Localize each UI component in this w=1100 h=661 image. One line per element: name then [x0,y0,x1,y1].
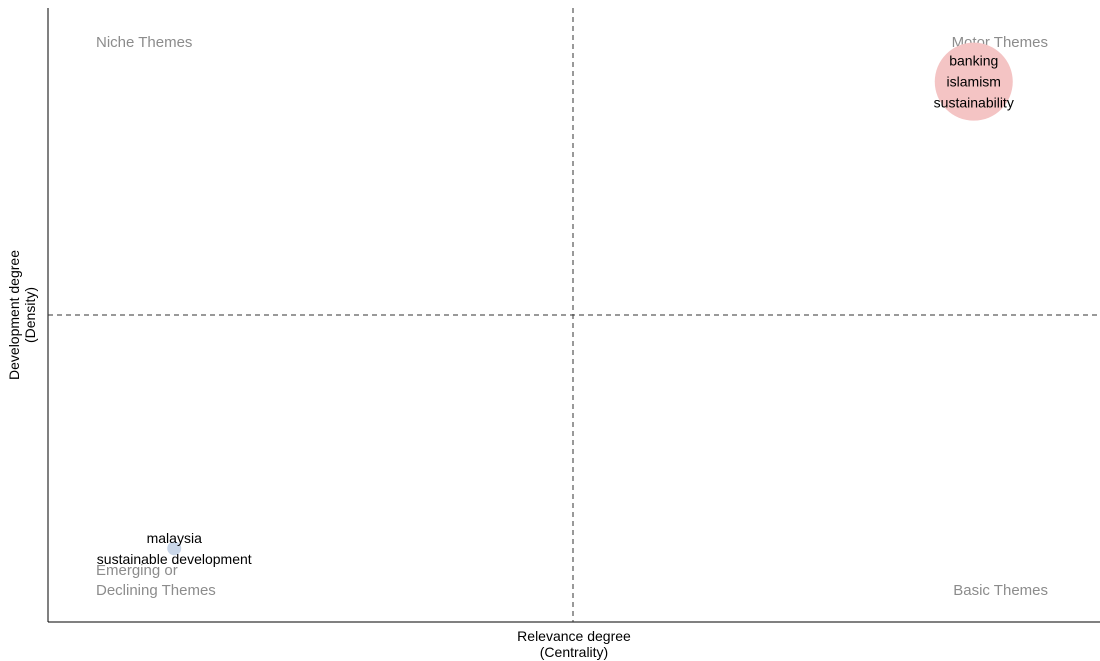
clusters-layer: banking islamism sustainability malaysia sus… [97,42,1014,567]
cluster-bubble-1 [167,541,182,556]
y-axis-title: Development degree [6,250,22,380]
cluster-label-1-1: sustainable development [97,551,252,567]
cluster-bubble-0 [934,42,1013,121]
cluster-label-0-2: sustainability [934,95,1014,111]
quadrant-label-basic: Basic Themes [953,582,1048,599]
cluster-label-0-1: islamism [947,74,1001,90]
x-axis-subtitle: (Centrality) [540,644,608,660]
cluster-label-0-0: banking [949,53,998,69]
quadrant-label-niche: Niche Themes [96,34,192,51]
x-axis-title: Relevance degree [517,628,631,644]
cluster-label-1-0: malaysia [147,530,202,546]
quadrant-label-emerging: Emerging or Declining Themes [96,562,216,599]
y-axis-subtitle: (Density) [22,287,38,343]
